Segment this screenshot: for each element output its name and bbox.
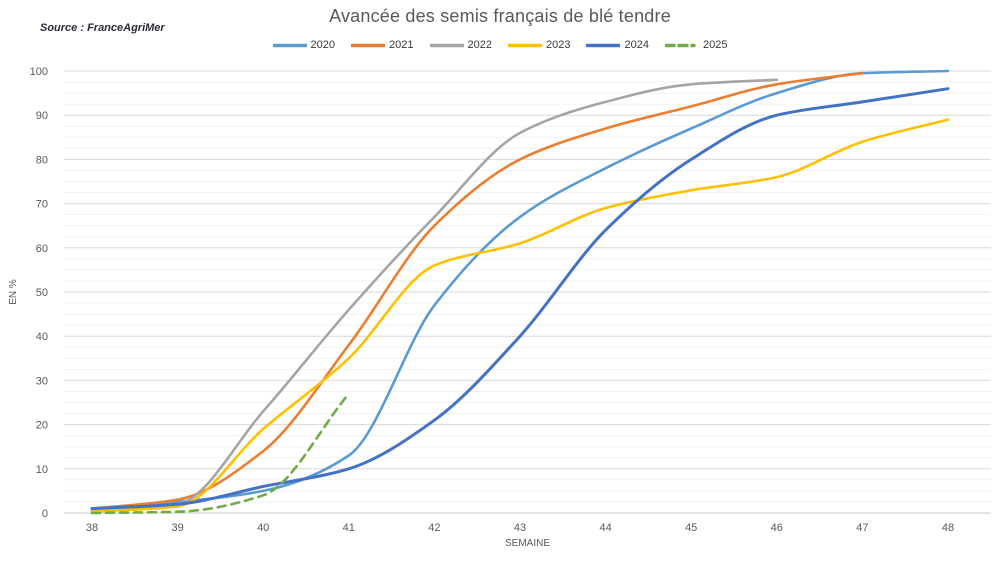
y-axis-title: EN % <box>8 279 19 305</box>
legend-label-2023: 2023 <box>546 39 571 51</box>
legend-swatch-2025 <box>664 43 699 47</box>
x-tick-label: 39 <box>171 522 183 534</box>
series-line-2023 <box>90 118 950 513</box>
legend-swatch-2021 <box>351 43 386 47</box>
legend-label-2025: 2025 <box>702 39 728 51</box>
x-tick-label: 44 <box>599 522 611 534</box>
legend-item-2024: 2024 <box>586 39 649 51</box>
legend-swatch-2022 <box>429 43 464 47</box>
y-tick-label: 70 <box>36 199 48 211</box>
y-tick-label: 30 <box>36 375 48 387</box>
y-tick-label: 50 <box>36 287 48 299</box>
legend-item-2021: 2021 <box>351 39 414 51</box>
x-axis-ticks: 38 39 40 41 42 43 44 45 46 47 48 <box>86 522 954 534</box>
plot-area <box>90 69 950 515</box>
y-tick-label: 60 <box>36 243 48 255</box>
x-tick-label: 40 <box>257 522 269 534</box>
legend-item-2025: 2025 <box>664 39 728 51</box>
legend-swatch-2023 <box>508 43 542 47</box>
x-tick-label: 38 <box>86 522 98 534</box>
x-tick-label: 45 <box>685 522 697 534</box>
x-axis-title: SEMAINE <box>505 538 550 549</box>
chart-title: Avancée des semis français de blé tendre <box>329 6 671 26</box>
legend-item-2020: 2020 <box>272 39 336 51</box>
legend-item-2022: 2022 <box>429 39 492 51</box>
x-tick-label: 46 <box>771 522 783 534</box>
legend-swatch-2024 <box>586 43 621 47</box>
x-tick-label: 42 <box>428 522 440 534</box>
gridlines <box>64 70 991 503</box>
y-tick-label: 10 <box>36 464 48 476</box>
y-tick-label: 100 <box>30 66 48 78</box>
legend-label-2024: 2024 <box>624 39 649 51</box>
x-tick-label: 43 <box>514 522 526 534</box>
y-tick-label: 40 <box>36 331 48 343</box>
series-line-2024 <box>90 87 950 511</box>
x-tick-label: 47 <box>856 522 868 534</box>
legend-label-2021: 2021 <box>389 39 414 51</box>
legend-label-2022: 2022 <box>467 39 492 51</box>
y-tick-label: 20 <box>36 420 48 432</box>
series-line-2022 <box>90 78 779 513</box>
x-tick-label: 41 <box>343 522 355 534</box>
x-tick-label: 48 <box>942 522 954 534</box>
legend-label-2020: 2020 <box>310 39 336 51</box>
series-line-2021 <box>90 71 864 510</box>
legend-swatch-2020 <box>272 43 307 47</box>
series-line-2025 <box>90 392 351 515</box>
y-tick-label: 80 <box>36 154 48 166</box>
series-line-2020 <box>90 69 950 510</box>
y-tick-label: 0 <box>42 508 48 520</box>
y-tick-label: 90 <box>36 110 48 122</box>
legend-item-2023: 2023 <box>508 39 570 51</box>
y-axis-ticks: 0 10 20 30 40 50 60 70 80 90 100 <box>30 66 48 520</box>
source-label: Source : FranceAgriMer <box>40 22 165 34</box>
legend: 2020 2021 2022 2023 2024 2025 <box>0 39 1000 51</box>
